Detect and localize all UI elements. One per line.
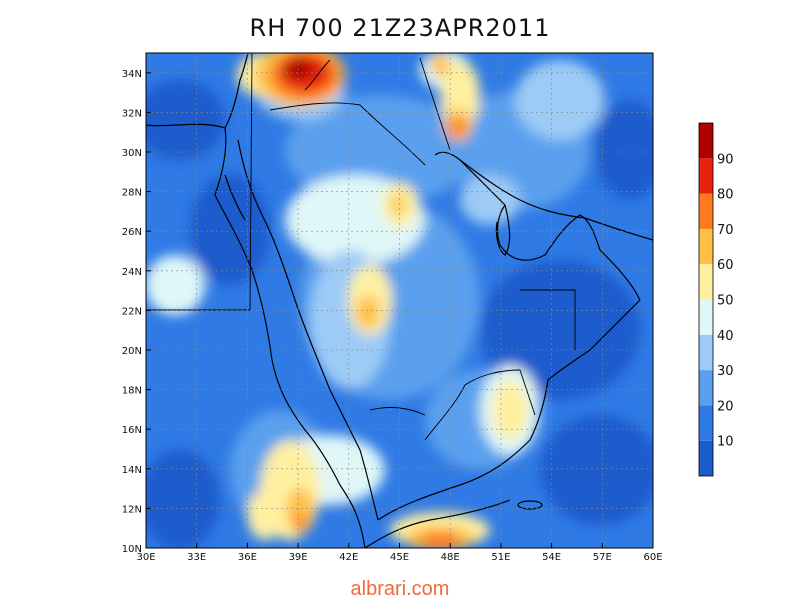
colorbar-swatch xyxy=(699,440,713,476)
colorbar-label: 40 xyxy=(717,329,734,344)
watermark: albrari.com xyxy=(350,578,450,600)
lon-tick-label: 36E xyxy=(238,552,257,563)
colorbar-swatch xyxy=(699,264,713,300)
latitude-ticks: 10N 12N 14N 16N 18N 20N 22N 24N 26N 28N 30N 32N 34N xyxy=(122,69,151,555)
coastlines xyxy=(146,53,653,548)
colorbar-swatch xyxy=(699,193,713,229)
colorbar-swatch xyxy=(699,123,713,159)
lon-tick-label: 30E xyxy=(136,552,155,563)
colorbar-swatch xyxy=(699,228,713,265)
colorbar-label: 20 xyxy=(717,399,734,414)
chart-title: RH 700 21Z23APR2011 xyxy=(249,14,551,42)
lat-tick-label: 12N xyxy=(122,504,142,515)
lat-tick-label: 16N xyxy=(122,425,142,436)
colorbar-label: 90 xyxy=(717,152,734,167)
lat-tick-label: 30N xyxy=(122,148,142,159)
lon-tick-label: 33E xyxy=(187,552,206,563)
lon-tick-label: 54E xyxy=(542,552,561,563)
colorbar-label: 70 xyxy=(717,223,734,238)
colorbar-swatch xyxy=(699,334,713,371)
lat-tick-label: 34N xyxy=(122,69,142,80)
longitude-ticks: 30E 33E 36E 39E 42E 45E 48E 51E 54E 57E 60E xyxy=(136,543,663,563)
colorbar: 10 20 30 40 50 60 70 80 90 xyxy=(698,122,734,477)
lat-tick-label: 24N xyxy=(122,267,142,278)
colorbar-frame xyxy=(698,122,714,477)
lon-tick-label: 57E xyxy=(593,552,612,563)
lon-tick-label: 48E xyxy=(441,552,460,563)
borders xyxy=(146,53,576,441)
lat-tick-label: 18N xyxy=(122,386,142,397)
lon-tick-label: 45E xyxy=(390,552,409,563)
humidity-field xyxy=(146,53,653,548)
lat-tick-label: 20N xyxy=(122,346,142,357)
colorbar-swatch xyxy=(699,370,713,406)
colorbar-label: 10 xyxy=(717,435,734,450)
lon-tick-label: 60E xyxy=(643,552,662,563)
colorbar-swatch xyxy=(699,405,713,441)
colorbar-label: 60 xyxy=(717,258,734,273)
lat-tick-label: 14N xyxy=(122,465,142,476)
lon-tick-label: 39E xyxy=(289,552,308,563)
lon-tick-label: 42E xyxy=(339,552,358,563)
lat-tick-label: 26N xyxy=(122,227,142,238)
lat-tick-label: 10N xyxy=(122,544,142,555)
lon-tick-label: 51E xyxy=(491,552,510,563)
colorbar-swatch xyxy=(699,299,713,335)
colorbar-label: 30 xyxy=(717,364,734,379)
lat-tick-label: 32N xyxy=(122,108,142,119)
lat-tick-label: 22N xyxy=(122,306,142,317)
colorbar-swatch xyxy=(699,158,713,194)
lat-tick-label: 28N xyxy=(122,188,142,199)
colorbar-label: 50 xyxy=(717,294,734,309)
colorbar-label: 80 xyxy=(717,188,734,203)
